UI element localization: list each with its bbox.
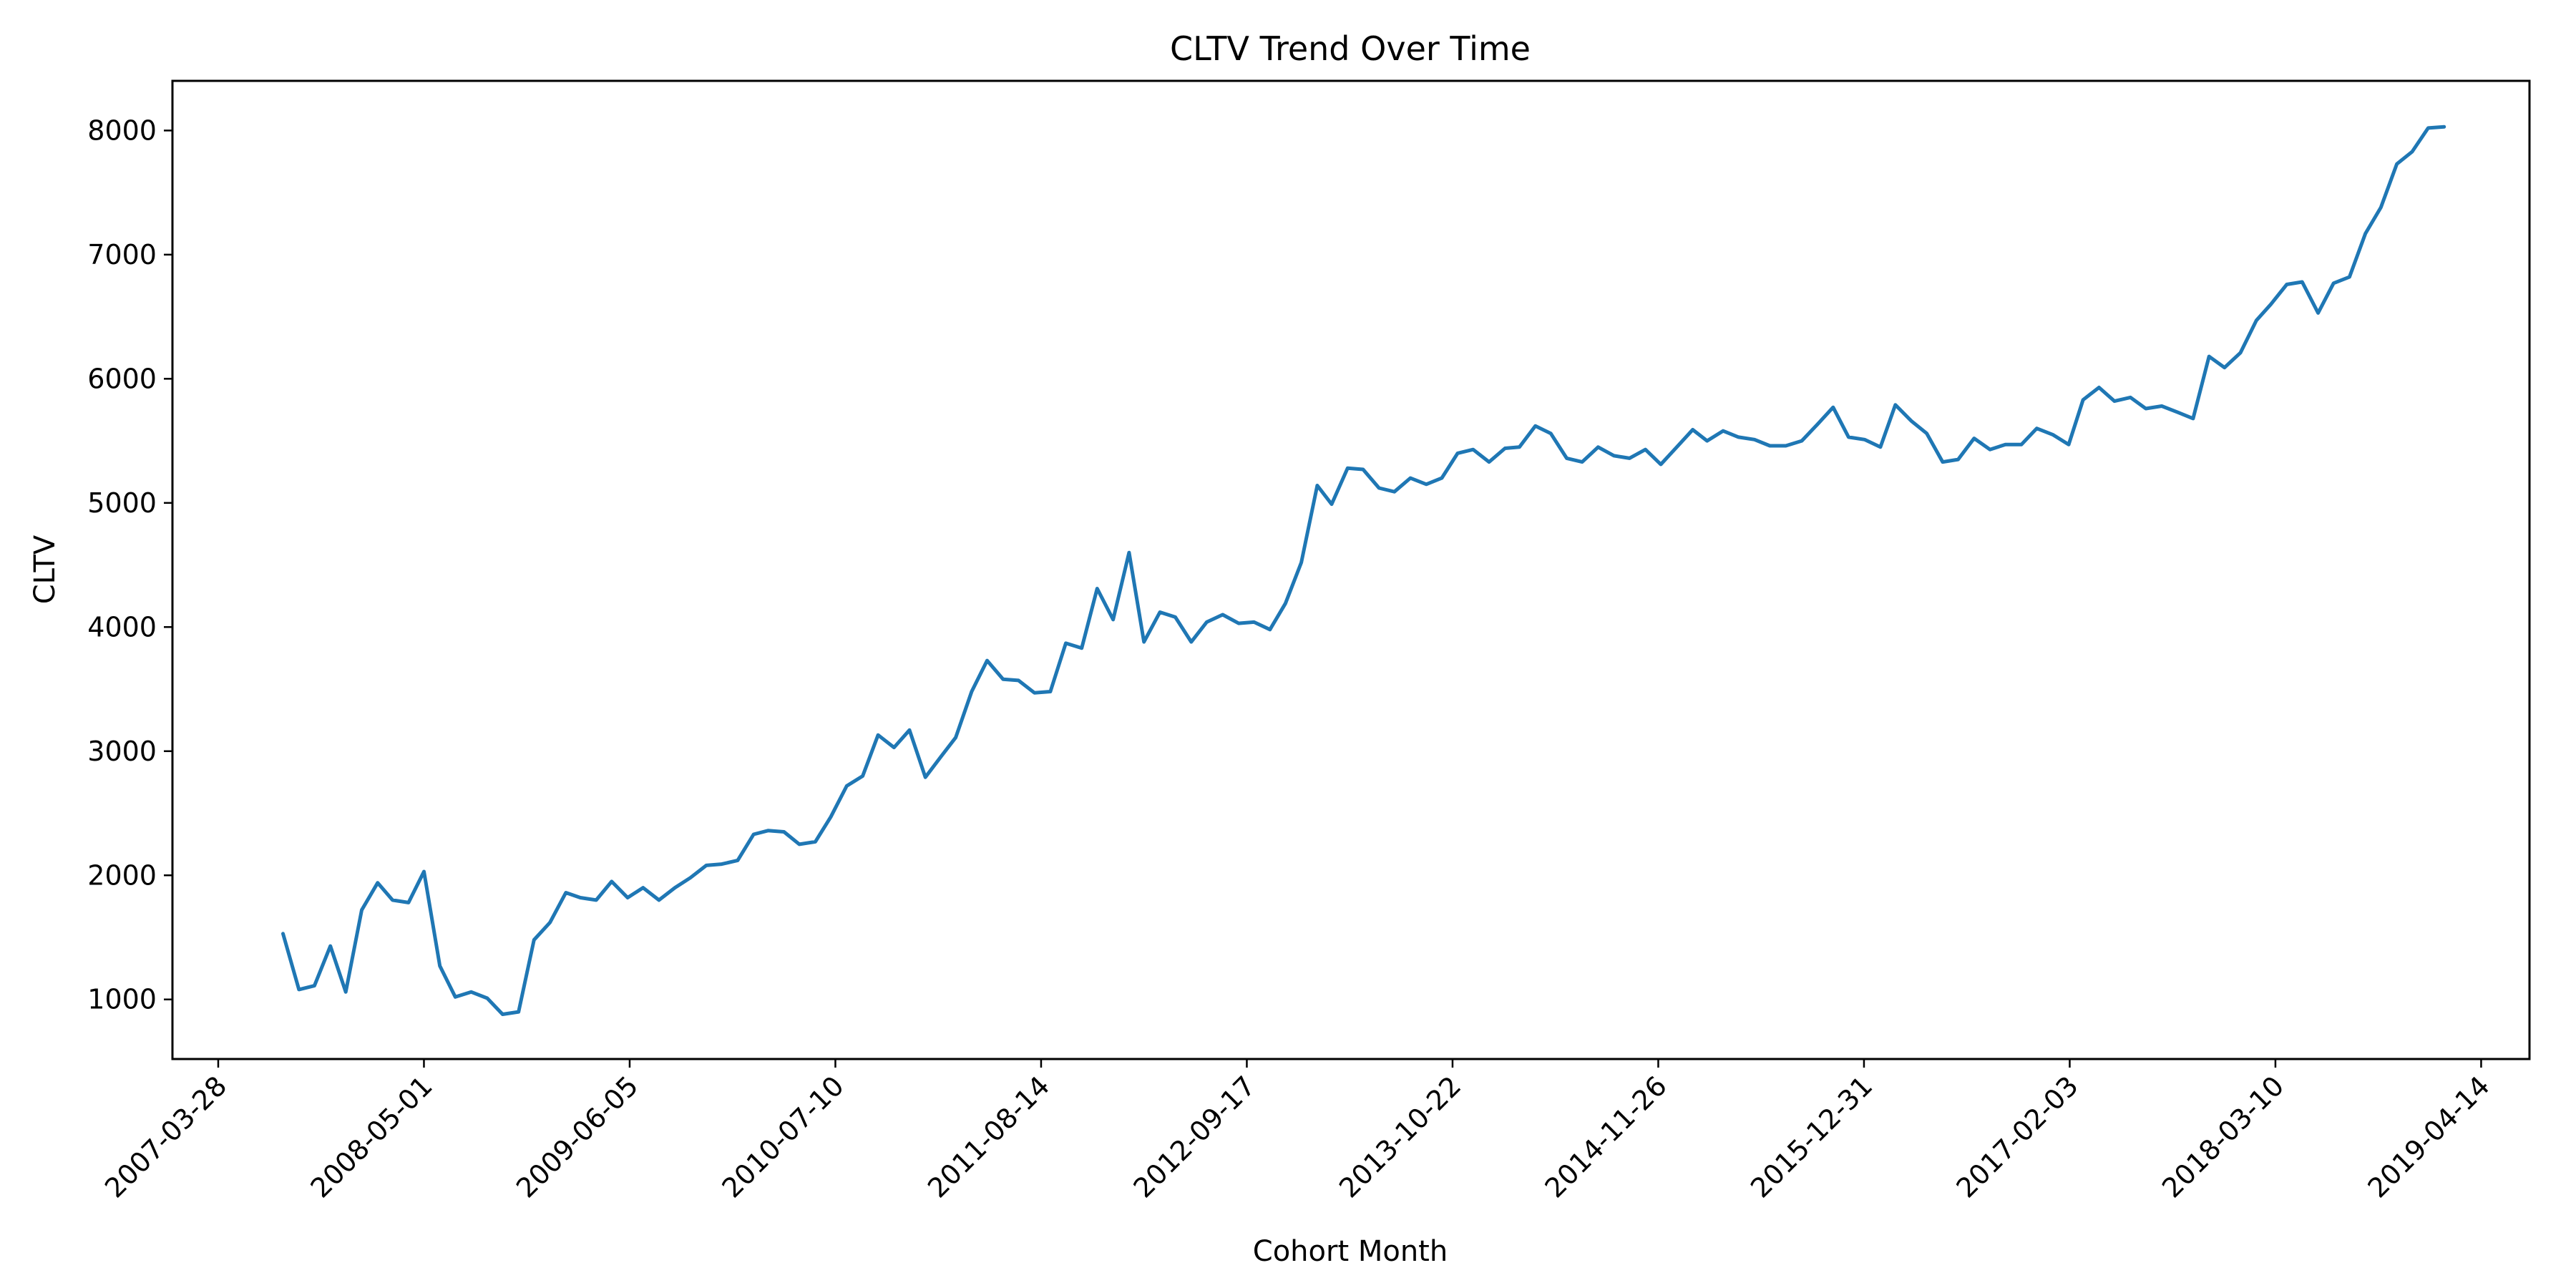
plot-frame — [171, 79, 2531, 1060]
y-tick-label: 6000 — [87, 363, 157, 394]
x-axis-label: Cohort Month — [1253, 1235, 1448, 1268]
series-layer — [281, 125, 2446, 1016]
x-tick-label: 2008-05-01 — [305, 1070, 439, 1204]
y-tick-label: 1000 — [87, 984, 157, 1015]
x-tick-label: 2019-04-14 — [2362, 1070, 2496, 1204]
series-line — [281, 125, 2446, 1016]
y-tick-label: 7000 — [87, 239, 157, 270]
x-axis: 2007-03-28 2008-05-01 2009-06-05 2010-07-10… — [99, 1059, 2496, 1204]
x-tick-label: 2015-12-31 — [1745, 1070, 1878, 1204]
x-tick-label: 2013-10-22 — [1333, 1070, 1467, 1204]
y-axis-label: CLTV — [29, 535, 62, 604]
x-tick-label: 2012-09-17 — [1128, 1070, 1262, 1204]
x-tick-label: 2018-03-10 — [2156, 1070, 2290, 1204]
y-tick-label: 2000 — [87, 859, 157, 891]
x-tick-label: 2014-11-26 — [1539, 1070, 1673, 1204]
y-axis: 1000 2000 3000 4000 5000 6000 7000 8000 — [87, 114, 172, 1015]
y-tick-label: 8000 — [87, 114, 157, 146]
x-tick-label: 2017-02-03 — [1951, 1070, 2084, 1204]
y-tick-label: 4000 — [87, 611, 157, 643]
x-tick-label: 2011-08-14 — [922, 1070, 1055, 1204]
y-tick-label: 5000 — [87, 487, 157, 519]
chart-title: CLTV Trend Over Time — [1170, 29, 1531, 68]
x-tick-label: 2009-06-05 — [510, 1070, 644, 1204]
x-tick-label: 2007-03-28 — [99, 1070, 233, 1204]
y-tick-label: 3000 — [87, 736, 157, 767]
x-tick-label: 2010-07-10 — [716, 1070, 850, 1204]
